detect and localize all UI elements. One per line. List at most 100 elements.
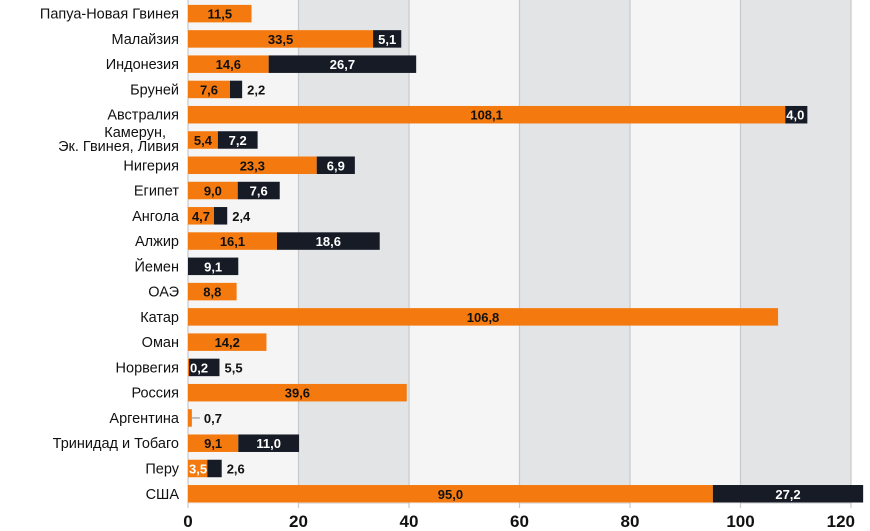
bar-segment-orange xyxy=(188,434,239,452)
bar-segment-orange xyxy=(188,459,208,478)
category-labels: Папуа-Новая Гвинея Малайзия Индонезия Бруне… xyxy=(40,7,180,503)
data-label-outside: 0,7 xyxy=(204,411,222,426)
category-label: Папуа-Новая Гвинея xyxy=(40,7,179,23)
data-label-dark: 5,1 xyxy=(378,32,396,47)
x-tick-label: 80 xyxy=(621,512,640,531)
category-label: Австралия xyxy=(107,108,179,124)
data-label-dark: 6,9 xyxy=(327,158,345,173)
bar-segment-orange xyxy=(188,207,214,225)
data-label-orange: 11,5 xyxy=(207,7,232,22)
x-axis-ticks: 0 20 40 60 80 100 120 xyxy=(183,512,855,531)
bar-segment-orange xyxy=(188,156,317,175)
bar-segment-dark xyxy=(373,30,402,48)
bar-segment-dark xyxy=(189,358,220,377)
category-label: Тринидад и Тобаго xyxy=(53,436,179,452)
category-label-line: Камерун, xyxy=(104,125,166,141)
bar-segment-dark xyxy=(276,232,380,250)
bar-segment-orange xyxy=(188,4,252,23)
data-label-orange: 5,4 xyxy=(194,133,213,148)
data-label-dark: 4,0 xyxy=(786,108,804,123)
data-label-orange: 8,8 xyxy=(203,285,221,300)
data-label-orange: 108,1 xyxy=(470,108,503,123)
bar-segment-dark xyxy=(237,181,280,200)
data-label-orange: 9,1 xyxy=(204,436,222,451)
category-label: Ангола xyxy=(132,209,180,225)
category-label: Алжир xyxy=(135,234,179,250)
x-tick-label: 60 xyxy=(510,512,529,531)
bar-segment-dark xyxy=(785,105,808,124)
data-label-dark: 7,2 xyxy=(229,133,247,148)
data-label-dark: 26,7 xyxy=(330,57,355,72)
bar-segment-orange xyxy=(188,30,374,48)
data-label-orange: 23,3 xyxy=(240,158,265,173)
category-label: Аргентина xyxy=(109,411,180,427)
data-label-dark: 9,1 xyxy=(204,259,222,274)
bar-segment-orange xyxy=(188,181,238,200)
data-label-outside: 2,4 xyxy=(232,209,251,224)
category-label: Йемен xyxy=(134,257,179,275)
bar-segment-orange xyxy=(188,105,786,124)
x-tick-label: 0 xyxy=(183,512,192,531)
category-label-line: Эк. Гвинея, Ливия xyxy=(58,139,179,155)
data-label-orange: 4,7 xyxy=(192,209,210,224)
x-tick-label: 120 xyxy=(827,512,855,531)
data-label-orange: 3,5 xyxy=(189,461,207,476)
background-band xyxy=(298,0,409,504)
bar-segment-dark xyxy=(188,257,239,276)
category-label: Норвегия xyxy=(116,360,179,376)
bar-segment-dark xyxy=(213,207,228,225)
data-label-orange: 14,2 xyxy=(215,335,240,350)
bars: 11,5 33,5 5,1 14,6 26,7 7,6 2,2 108,1 4,0 5,4 7,2 2… xyxy=(188,4,864,503)
data-label-outside: 5,5 xyxy=(224,360,242,375)
x-tick-label: 40 xyxy=(400,512,419,531)
background-bands xyxy=(188,0,851,504)
data-label-orange: 14,6 xyxy=(216,57,241,72)
bar-segment-dark xyxy=(712,485,864,503)
category-label: Египет xyxy=(134,184,179,200)
data-label-dark: 7,6 xyxy=(250,184,268,199)
data-label-dark: 18,6 xyxy=(316,234,341,249)
category-label: Оман xyxy=(142,335,179,351)
data-label-dark: 11,0 xyxy=(256,436,281,451)
data-label-orange: 39,6 xyxy=(285,386,310,401)
data-label-orange: 7,6 xyxy=(200,82,218,97)
bar-segment-orange xyxy=(188,358,190,377)
bar-segment-dark xyxy=(268,55,417,73)
category-label: Перу xyxy=(145,461,179,477)
bar-segment-orange xyxy=(188,282,237,301)
bar-segment-orange xyxy=(188,485,713,503)
data-label-orange: 16,1 xyxy=(220,234,245,249)
category-label: Малайзия xyxy=(111,32,179,48)
category-label: ОАЭ xyxy=(148,285,179,301)
category-label: Бруней xyxy=(130,82,179,98)
background-band xyxy=(519,0,630,504)
bar-segment-dark xyxy=(207,459,222,478)
bar-segment-dark xyxy=(229,80,243,99)
data-label-orange: 0,2 xyxy=(190,360,208,375)
x-tick-label: 20 xyxy=(289,512,308,531)
x-tick-label: 100 xyxy=(726,512,754,531)
category-label: Россия xyxy=(131,386,179,402)
data-label-orange: 33,5 xyxy=(268,32,293,47)
bar-segment-orange xyxy=(188,80,230,99)
data-label-orange: 95,0 xyxy=(438,487,463,502)
bar-segment-orange xyxy=(188,131,218,149)
data-label-outside: 2,2 xyxy=(247,82,265,97)
bar-segment-orange xyxy=(188,308,779,326)
data-label-orange: 9,0 xyxy=(204,184,222,199)
background-band xyxy=(630,0,741,504)
bar-segment-orange xyxy=(188,232,277,250)
background-band xyxy=(188,0,299,504)
bar-segment-orange xyxy=(188,333,267,351)
background-band xyxy=(740,0,851,504)
bar-segment-dark xyxy=(217,131,258,149)
data-label-dark: 27,2 xyxy=(775,487,800,502)
category-label: Нигерия xyxy=(123,158,179,174)
category-label: Камерун, Эк. Гвинея, Ливия xyxy=(58,125,179,155)
data-label-orange: 106,8 xyxy=(467,310,500,325)
data-label-outside: 2,6 xyxy=(227,461,245,476)
background-band xyxy=(409,0,520,504)
bar-segment-dark xyxy=(238,434,300,452)
category-label: США xyxy=(146,487,180,503)
